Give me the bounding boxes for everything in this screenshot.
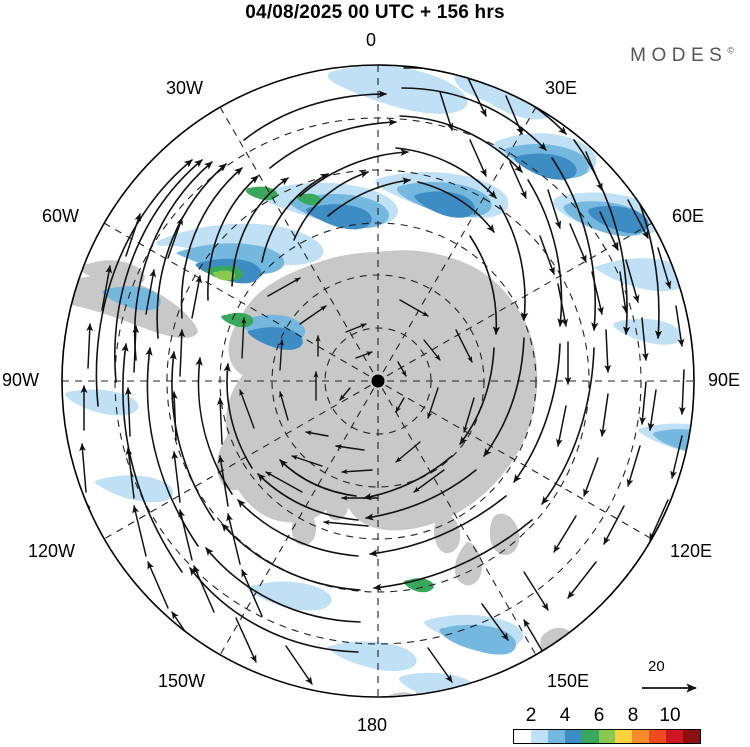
wind-vector-field: [79, 67, 686, 685]
patagonia-north: [79, 260, 145, 287]
lon-label-60w: 60W: [42, 206, 80, 226]
colorbar-segment-10: [683, 730, 700, 743]
southern-south-america: [62, 260, 198, 338]
cbar-tick-10: 10: [659, 705, 681, 726]
colorbar-segment-5: [598, 730, 616, 743]
colorbar-segment-2: [547, 730, 565, 743]
cbar-tick-6: 6: [593, 705, 605, 726]
coastal-feature-e: [454, 542, 482, 586]
colorbar-segment-4: [581, 730, 599, 743]
cbar-tick-8: 8: [627, 705, 639, 726]
colorbar-segment-1: [530, 730, 548, 743]
south-pole-dot: [371, 374, 385, 388]
vector-scale-label: 20: [648, 658, 665, 675]
map-outer-boundary: [61, 64, 695, 698]
colorbar-segment-7: [632, 730, 650, 743]
colorbar-strip: [513, 729, 701, 744]
northeast-descending-arrows: [439, 77, 657, 431]
cbar-tick-2: 2: [525, 705, 537, 726]
page-title: 04/08/2025 00 UTC + 156 hrs: [245, 2, 505, 23]
colorbar-segment-0: [514, 730, 531, 743]
colorbar-segment-8: [649, 730, 667, 743]
lon-label-30e: 30E: [545, 78, 578, 98]
lon-label-30w: 30W: [166, 78, 204, 98]
inner-polar-arrows: [239, 277, 475, 527]
lon-label-150w: 150W: [158, 671, 206, 691]
shading-level-lightgreen: [213, 270, 236, 281]
lon-label-60e: 60E: [672, 206, 705, 226]
coastal-feature-a: [291, 507, 316, 546]
lon-label-180: 180: [357, 715, 388, 735]
tierra-del-fuego: [132, 310, 179, 334]
midlat-arrows: [95, 67, 663, 653]
colorbar-segment-6: [615, 730, 633, 743]
modes-logo: MODES©: [630, 45, 734, 67]
copyright-mark: ©: [727, 45, 734, 56]
map-interior: [62, 65, 694, 697]
lon-label-90w: 90W: [2, 370, 40, 390]
shading-level-3: [195, 153, 649, 350]
modes-logo-text: MODES: [630, 45, 728, 66]
tasmania: [540, 627, 576, 664]
lon-label-90e: 90E: [708, 370, 741, 390]
coastal-feature-b: [326, 487, 349, 521]
lon-label-0: 0: [366, 30, 377, 50]
new-zealand: [380, 692, 427, 697]
outer-ring-arrows-east: [427, 199, 686, 683]
colorbar-segment-3: [564, 730, 582, 743]
lon-label-120e: 120E: [670, 541, 713, 561]
cbar-tick-4: 4: [559, 705, 571, 726]
vector-scale-arrow: [642, 683, 698, 693]
lon-label-120w: 120W: [28, 541, 76, 561]
lon-label-150e: 150E: [547, 671, 590, 691]
colorbar-segment-9: [666, 730, 684, 743]
